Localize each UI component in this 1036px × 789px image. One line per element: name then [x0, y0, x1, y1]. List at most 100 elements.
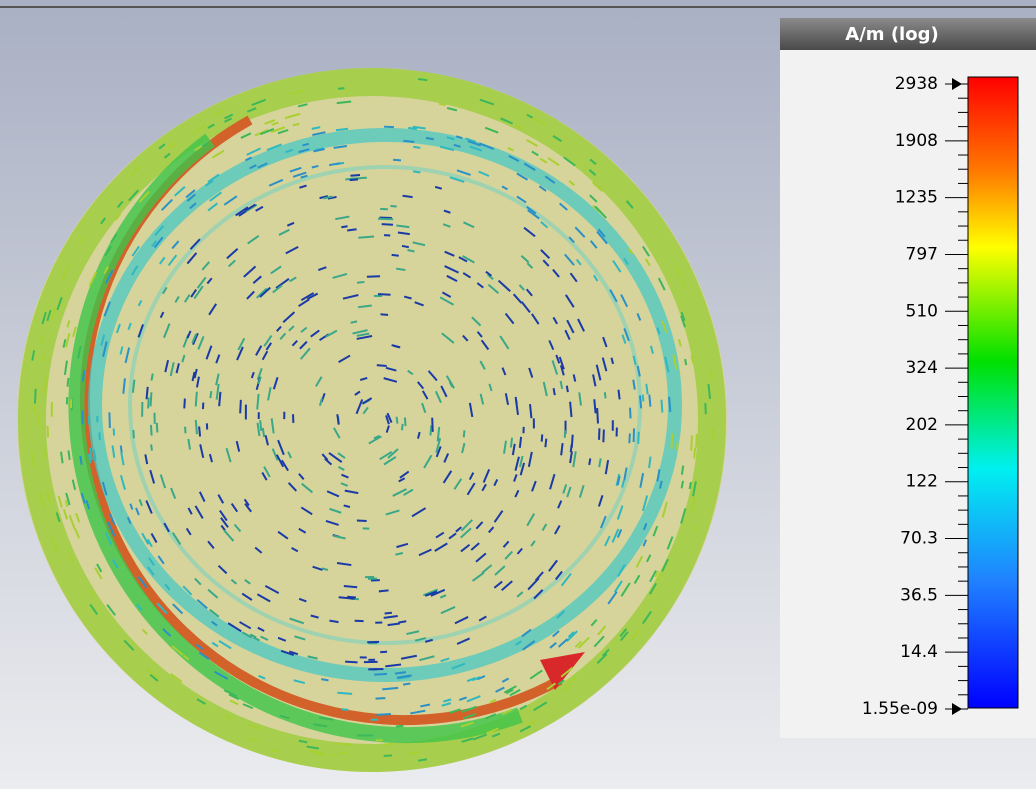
arrow: [209, 191, 222, 202]
arrow: [233, 523, 242, 533]
arrow: [569, 401, 573, 418]
arrow: [655, 573, 662, 582]
arrow: [484, 126, 499, 134]
arrow: [567, 677, 576, 684]
arrow: [277, 530, 289, 540]
arrow: [340, 482, 349, 487]
arrow: [68, 554, 74, 563]
arrow: [488, 383, 493, 392]
arrow: [383, 377, 398, 383]
arrow: [249, 633, 257, 639]
arrow: [299, 184, 307, 189]
arrow: [350, 320, 358, 324]
arrow: [302, 142, 310, 147]
arrow: [438, 102, 446, 107]
arrow: [318, 398, 323, 406]
arrow: [89, 447, 93, 461]
arrow: [440, 657, 450, 663]
arrow: [333, 427, 341, 439]
arrow: [392, 488, 407, 497]
arrow: [244, 503, 252, 513]
arrow: [476, 331, 483, 338]
arrow: [117, 200, 124, 208]
arrow: [465, 137, 477, 143]
arrow: [255, 345, 263, 356]
arrow: [196, 698, 206, 705]
arrow: [242, 703, 254, 710]
arrow: [659, 480, 663, 489]
arrow: [500, 117, 513, 125]
arrow: [383, 456, 397, 466]
arrow: [277, 636, 287, 642]
arrow: [518, 284, 525, 291]
arrow: [66, 320, 71, 328]
arrow: [480, 339, 490, 351]
color-bar: [967, 76, 1019, 709]
arrow: [256, 368, 263, 381]
arrow: [247, 234, 260, 245]
arrow: [526, 719, 537, 727]
arrow: [478, 170, 490, 177]
arrow: [361, 397, 373, 405]
arrow: [344, 489, 359, 495]
arrow: [280, 459, 289, 472]
arrow: [236, 346, 244, 361]
field-arrows: [30, 77, 715, 762]
arrow: [527, 451, 533, 467]
arrow: [245, 156, 253, 162]
arrow: [102, 341, 108, 357]
arrow: [471, 676, 481, 682]
arrow: [315, 752, 326, 756]
arrow: [434, 542, 448, 552]
arrow: [337, 87, 345, 90]
arrow: [357, 280, 365, 284]
arrow: [485, 270, 493, 277]
arrow: [250, 371, 255, 379]
arrow: [446, 136, 455, 141]
arrow: [145, 667, 160, 680]
arrow: [124, 347, 131, 364]
arrow: [197, 335, 205, 350]
arrow: [440, 385, 448, 398]
arrow: [455, 526, 462, 533]
arrow: [403, 295, 412, 300]
arrow: [271, 121, 279, 126]
arrow: [508, 155, 520, 163]
arrow: [707, 384, 712, 399]
arrow: [329, 619, 339, 624]
arrow: [131, 245, 140, 257]
arrow: [325, 519, 339, 526]
arrow: [186, 330, 192, 339]
arrow: [264, 435, 269, 446]
arrow: [627, 248, 634, 255]
arrow: [276, 325, 282, 332]
arrow: [414, 637, 427, 642]
arrow: [411, 507, 427, 518]
arrow: [204, 179, 214, 187]
arrow: [270, 748, 278, 753]
arrow: [211, 620, 218, 627]
arrow: [163, 522, 170, 533]
arrow: [463, 221, 475, 229]
arrow: [602, 429, 605, 443]
arrow: [313, 147, 325, 153]
arrow: [241, 592, 253, 601]
arrow: [380, 313, 389, 316]
arrow: [50, 536, 59, 552]
arrow: [469, 145, 483, 152]
arrow: [607, 591, 618, 605]
arrow: [595, 364, 602, 381]
arrow: [104, 269, 114, 284]
arrow: [101, 481, 108, 496]
arrow: [123, 639, 135, 651]
arrow: [337, 691, 353, 695]
arrow: [460, 519, 474, 532]
arrow: [642, 539, 648, 547]
arrow: [356, 332, 370, 337]
arrow: [589, 240, 598, 249]
arrow: [462, 430, 466, 438]
arrow: [704, 402, 707, 415]
arrow: [449, 176, 465, 183]
arrow: [104, 245, 112, 257]
arrow: [412, 170, 421, 174]
